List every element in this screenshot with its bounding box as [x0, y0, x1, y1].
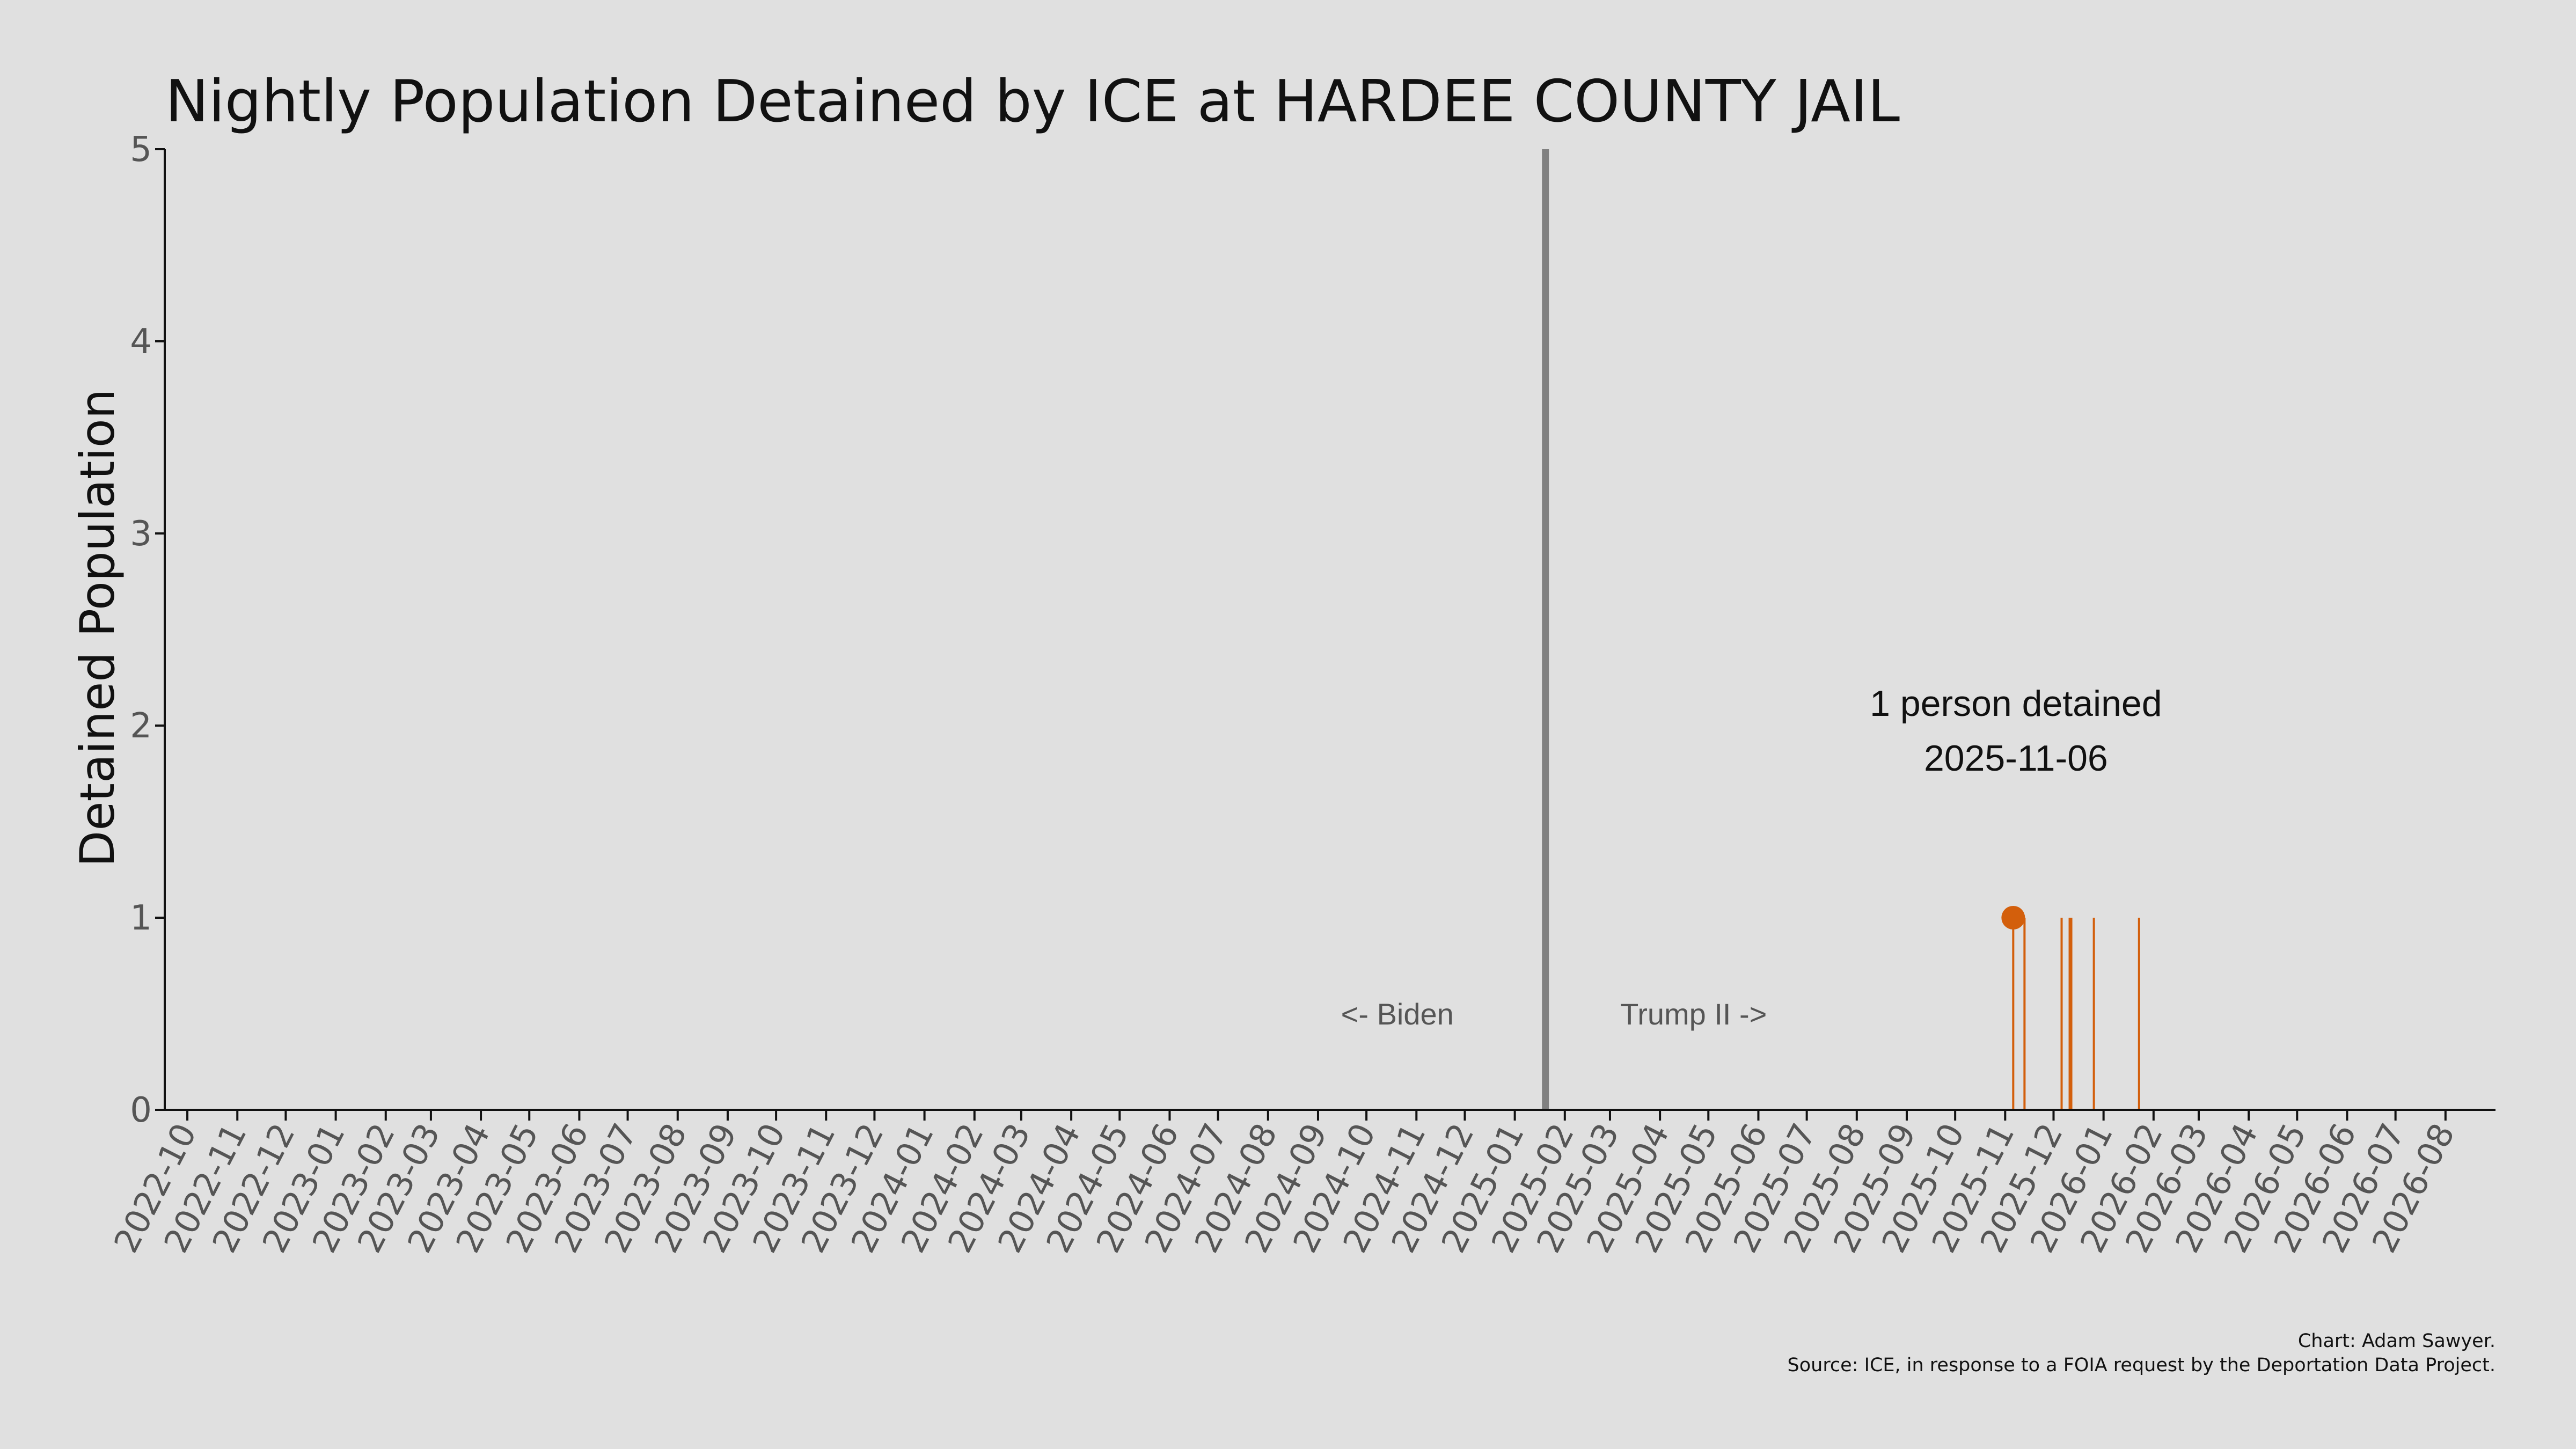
x-axis-ticks: 2022-102022-112022-122023-012023-022023-…	[106, 1110, 2462, 1259]
y-tick-label: 1	[130, 898, 152, 938]
y-tick-label: 4	[130, 322, 152, 362]
y-axis-label: Detained Population	[70, 389, 125, 867]
y-tick-label: 2	[130, 706, 152, 746]
chart-title: Nightly Population Detained by ICE at HA…	[165, 68, 1900, 135]
trump-era-label: Trump II ->	[1620, 997, 1767, 1031]
highlight-annotation-count: 1 person detained	[1870, 683, 2162, 724]
biden-era-label: <- Biden	[1341, 997, 1454, 1031]
data-source: Source: ICE, in response to a FOIA reque…	[1788, 1355, 2496, 1376]
highlight-annotation-date: 2025-11-06	[1924, 738, 2108, 779]
highlight-point	[2001, 906, 2025, 930]
y-axis-ticks: 0 1 2 3 4 5	[130, 130, 165, 1130]
chart-credit: Chart: Adam Sawyer.	[2298, 1330, 2496, 1352]
y-tick-label: 3	[130, 514, 152, 554]
y-tick-label: 0	[130, 1091, 152, 1130]
y-tick-label: 5	[130, 130, 152, 170]
detention-bars	[2012, 918, 2140, 1110]
